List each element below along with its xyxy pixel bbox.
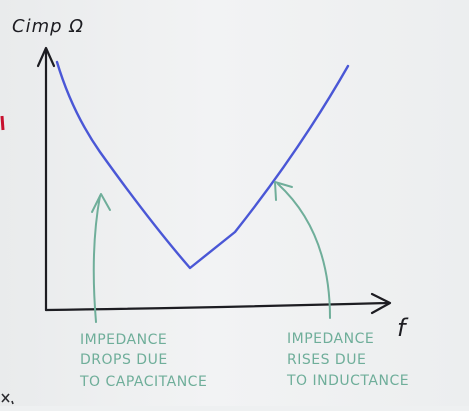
left-annotation-line-2: DROPS DUE (80, 352, 168, 368)
left-arrowhead-icon (91, 193, 111, 213)
right-arrowhead-icon (274, 181, 293, 201)
x-axis-arrow-icon (370, 292, 392, 315)
right-annotation: IMPEDANCE RISES DUE TO INDUCTANCE (286, 331, 409, 389)
y-axis-arrow-icon (36, 46, 56, 68)
left-annotation-arrow (92, 195, 101, 323)
y-axis-label: Cimp Ω (12, 16, 84, 37)
right-annotation-line-1: IMPEDANCE (287, 331, 374, 347)
red-margin-mark (0, 115, 5, 131)
x-axis-label: f (397, 314, 409, 342)
x-axis (44, 301, 390, 312)
margin-scribble (1, 393, 14, 405)
left-annotation: IMPEDANCE DROPS DUE TO CAPACITANCE (79, 332, 207, 390)
left-annotation-line-1: IMPEDANCE (80, 332, 167, 348)
right-annotation-line-3: TO INDUCTANCE (286, 373, 409, 389)
right-annotation-line-2: RISES DUE (287, 352, 366, 368)
left-annotation-line-3: TO CAPACITANCE (79, 374, 207, 390)
impedance-curve (55, 60, 350, 270)
right-annotation-arrow (277, 183, 331, 319)
